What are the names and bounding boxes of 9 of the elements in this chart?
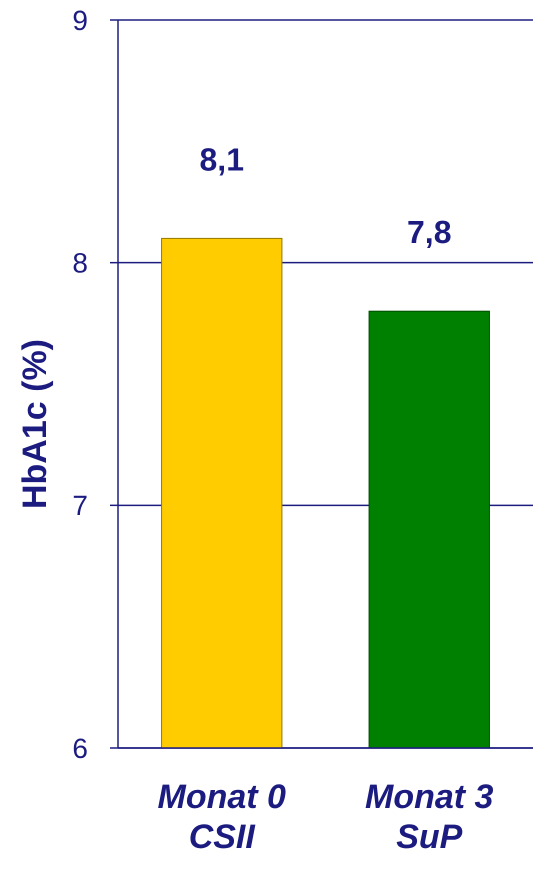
y-tick-label: 6 — [72, 732, 88, 764]
y-axis-title: HbA1c (%) — [16, 338, 54, 510]
data-label: 7,8 — [407, 214, 452, 250]
y-tick-label: 8 — [72, 247, 88, 278]
data-label: 8,1 — [200, 141, 244, 178]
y-tick-label: 7 — [72, 490, 88, 522]
y-tick-label: 9 — [72, 4, 88, 36]
x-tick-label: Monat 3 SuP — [365, 778, 494, 856]
x-tick-label: Monat 0 CSII — [158, 778, 286, 856]
